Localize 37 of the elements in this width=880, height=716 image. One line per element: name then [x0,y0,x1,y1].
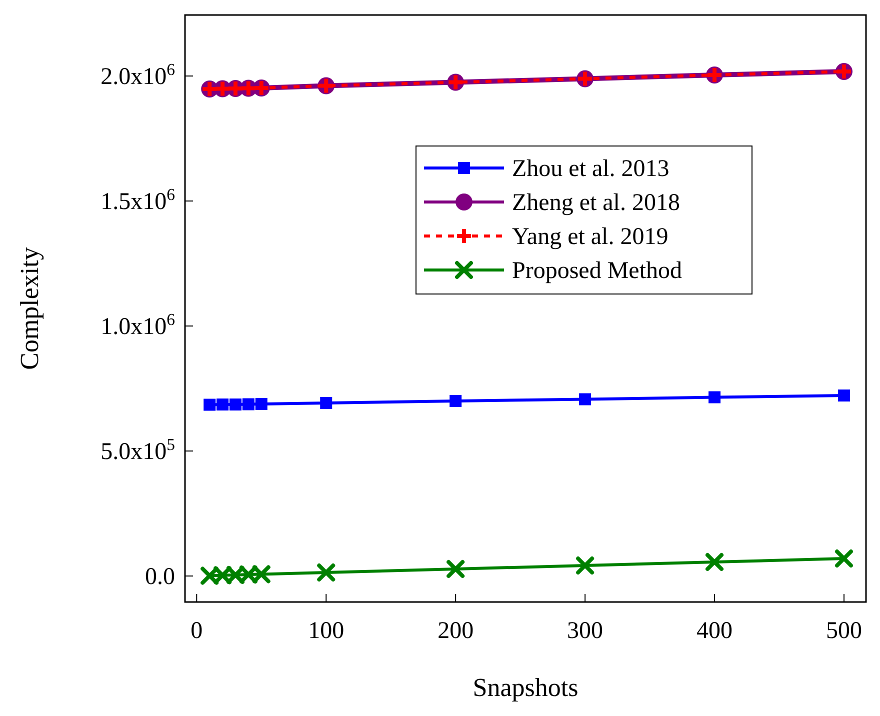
point [200,566,219,585]
y-tick-label: 0.0 [145,564,175,590]
x-tick-label: 500 [826,618,862,644]
point [317,564,336,582]
point [446,560,465,578]
x-tick-label: 100 [308,618,344,644]
y-axis-title: Complexity [15,247,44,370]
point [255,398,268,410]
x-tick-label: 400 [696,618,733,644]
point [216,398,229,410]
legend-label: Proposed Method [512,258,682,284]
point [229,398,242,410]
x-axis-title: Snapshots [472,673,578,702]
y-tick-label: 1.0x10$^{6}$ [100,310,175,340]
point [576,556,594,574]
y-tick-label: 5.0x10$^{5}$ [100,434,175,465]
x-tick-label: 300 [567,618,604,644]
point [239,566,258,584]
x-tick-label: 0 [190,618,203,644]
y-tick-label: 2.0x10$^{6}$ [100,60,175,90]
legend-label: Zhou et al. 2013 [512,156,670,182]
y-tick-label: 1.5x10$^{6}$ [100,184,175,215]
point [706,553,724,571]
legend-label: Yang et al. 2019 [512,224,668,250]
x-tick-label: 200 [438,618,474,644]
point [834,550,853,568]
point [838,390,850,402]
point [708,391,721,404]
legend-label: Zheng et al. 2018 [512,190,680,216]
point [214,566,232,584]
point [320,397,332,409]
point [242,398,254,410]
point [252,565,270,584]
point [579,393,592,406]
point [204,398,216,411]
point [226,566,244,584]
point [450,395,462,407]
